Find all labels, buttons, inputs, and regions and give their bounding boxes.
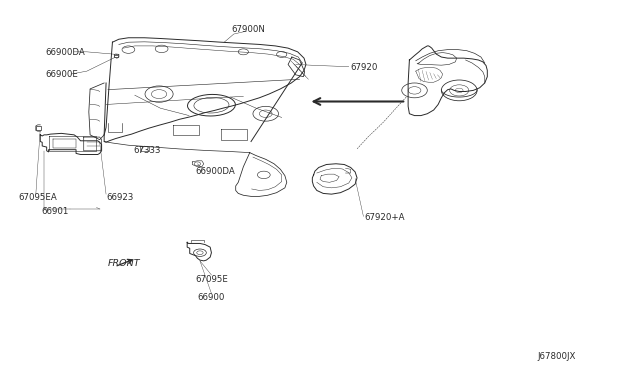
Text: 66923: 66923	[106, 193, 134, 202]
Text: 66900DA: 66900DA	[45, 48, 85, 57]
Bar	[115, 55, 118, 57]
Text: 66900E: 66900E	[45, 70, 78, 79]
Text: 67920: 67920	[351, 63, 378, 72]
Text: 66900: 66900	[198, 293, 225, 302]
Text: 67333: 67333	[133, 146, 161, 155]
Text: 67920+A: 67920+A	[365, 213, 405, 222]
Text: 67900N: 67900N	[232, 25, 266, 34]
Text: FRONT: FRONT	[108, 259, 141, 267]
Text: 67095EA: 67095EA	[19, 193, 58, 202]
Text: 67095E: 67095E	[195, 275, 228, 284]
Text: 66901: 66901	[42, 208, 68, 217]
Bar	[36, 126, 41, 130]
Text: J67800JX: J67800JX	[537, 352, 575, 361]
Text: 66900DA: 66900DA	[195, 167, 236, 176]
